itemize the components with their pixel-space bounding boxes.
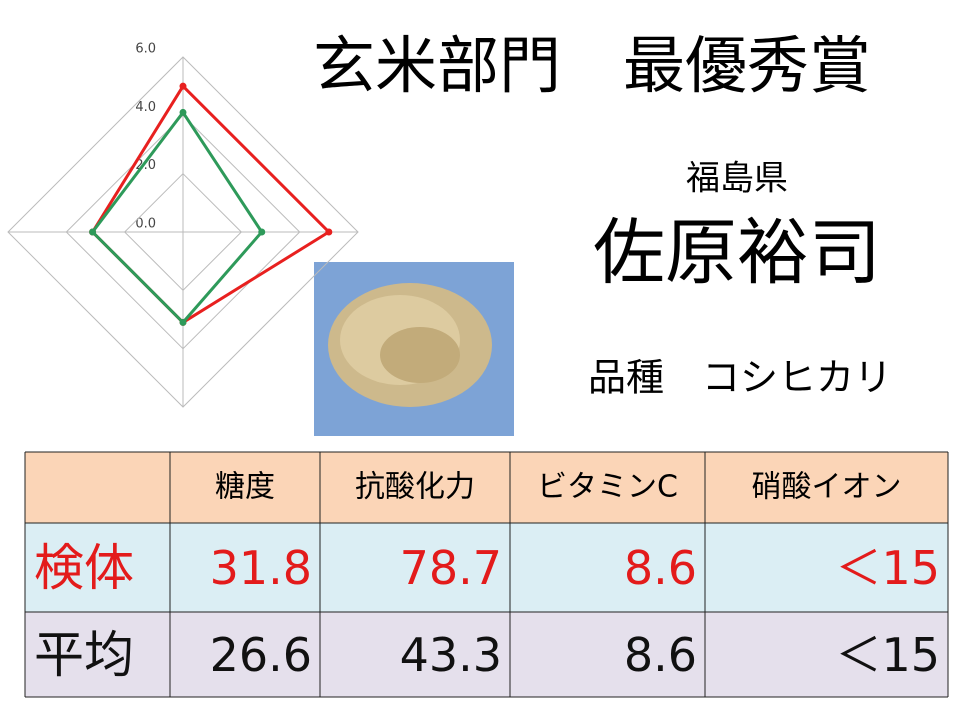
point bbox=[258, 228, 266, 236]
column-header: 抗酸化力 bbox=[355, 470, 475, 505]
point bbox=[179, 318, 187, 326]
column-header: ビタミンC bbox=[537, 470, 678, 505]
cell-value: 78.7 bbox=[400, 541, 502, 595]
title: 玄米部門 最優秀賞 bbox=[313, 29, 871, 102]
cell-value: 31.8 bbox=[210, 541, 312, 595]
r-tick-label: 6.0 bbox=[135, 42, 156, 57]
row-header: 平均 bbox=[34, 626, 134, 684]
series-line bbox=[90, 83, 332, 325]
cell-value: 8.6 bbox=[624, 628, 697, 682]
variety: 品種 コシヒカリ bbox=[588, 356, 892, 400]
cell-value: 43.3 bbox=[400, 628, 502, 682]
column-header: 糖度 bbox=[215, 470, 275, 505]
cell-value: ＜15 bbox=[835, 541, 940, 595]
point bbox=[89, 228, 97, 236]
prefecture: 福島県 bbox=[686, 159, 788, 199]
grower-name: 佐原裕司 bbox=[593, 211, 881, 295]
row-bg bbox=[25, 452, 948, 523]
column-header: 硝酸イオン bbox=[752, 470, 902, 505]
cell-value: 8.6 bbox=[624, 541, 697, 595]
radar-chart: 0.02.04.06.0 bbox=[7, 42, 359, 408]
row-bg bbox=[25, 523, 948, 612]
point bbox=[325, 228, 333, 236]
point bbox=[179, 82, 187, 90]
cell-value: ＜15 bbox=[835, 628, 940, 682]
row-header: 検体 bbox=[34, 539, 134, 597]
r-tick-label: 0.0 bbox=[135, 217, 156, 232]
r-tick-label: 4.0 bbox=[135, 100, 156, 115]
cell-value: 26.6 bbox=[210, 628, 312, 682]
row-bg bbox=[25, 612, 948, 697]
rice-photo bbox=[314, 262, 514, 436]
point bbox=[179, 108, 187, 116]
